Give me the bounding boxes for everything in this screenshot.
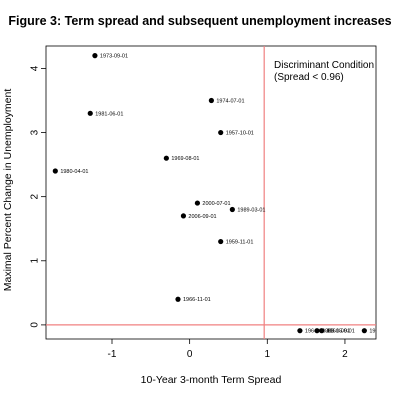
- data-point: [229, 206, 235, 213]
- y-axis-label: Maximal Percent Change in Unemployment: [2, 88, 14, 292]
- x-tick-label: 1: [265, 349, 271, 360]
- data-point: [218, 238, 224, 245]
- data-point: [314, 328, 320, 334]
- plot-frame: [45, 45, 377, 340]
- y-tick-label: 3: [30, 129, 41, 135]
- data-point-label: 1981-06-01: [95, 111, 123, 117]
- data-point: [87, 110, 93, 116]
- y-tick-label: 1: [30, 258, 41, 264]
- x-tick-label: 0: [187, 349, 193, 360]
- y-axis: 0 1 2 3 4: [30, 65, 46, 328]
- data-point-label: 19: [369, 329, 375, 335]
- data-point: [194, 200, 201, 206]
- data-point-label: 2000-07-01: [202, 201, 230, 207]
- data-point: [297, 328, 303, 334]
- data-points: 1973-09-01 1974-07-01 1981-06-01 1957-10-01…: [52, 53, 375, 335]
- data-point-label: 1974-07-01: [216, 98, 244, 104]
- data-point: [52, 168, 58, 174]
- y-tick-label: 4: [30, 65, 41, 71]
- reference-lines: [46, 46, 376, 339]
- data-point: [180, 213, 187, 219]
- data-point: [163, 155, 169, 161]
- data-point-label: 1966-11-01: [183, 297, 211, 303]
- data-point-label: 1969-08-01: [171, 156, 199, 162]
- data-point-label: 2006-09-01: [188, 214, 216, 220]
- x-tick-label: 2: [342, 349, 348, 360]
- data-point: [175, 296, 181, 302]
- data-point: [361, 328, 367, 334]
- x-axis: -1 0 1 2: [108, 339, 348, 360]
- data-point: [218, 129, 224, 136]
- annotation-line-1: Discriminant Condition: [274, 60, 374, 71]
- data-point-label: 1961-09-01: [327, 329, 355, 335]
- chart-title: Figure 3: Term spread and subsequent une…: [8, 14, 392, 28]
- y-tick-label: 2: [30, 193, 41, 199]
- data-point-label: 1957-10-01: [226, 131, 254, 137]
- data-point-label: 1980-04-01: [60, 169, 88, 175]
- y-tick-label: 0: [30, 322, 41, 328]
- data-point-label: 1973-09-01: [100, 54, 128, 60]
- data-point: [208, 97, 214, 104]
- data-point: [92, 53, 98, 59]
- x-tick-label: -1: [108, 349, 117, 360]
- data-point-label: 1989-03-01: [237, 207, 265, 213]
- data-point-label: 1959-11-01: [226, 240, 254, 246]
- data-point-label: 1968-05-01: [322, 329, 350, 335]
- x-axis-label: 10-Year 3-month Term Spread: [140, 374, 282, 386]
- data-point: [319, 328, 325, 334]
- annotation-line-2: (Spread < 0.96): [274, 72, 344, 83]
